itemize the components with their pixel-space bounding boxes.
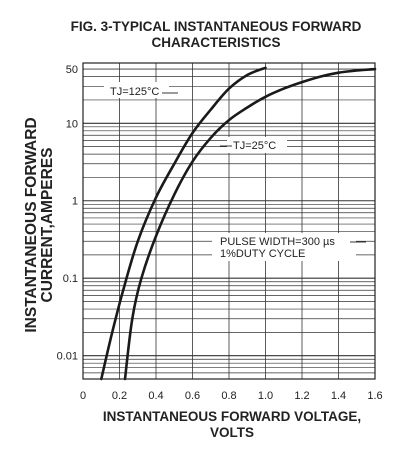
x-tick-label: 1.2: [294, 390, 309, 402]
x-tick-label: 0: [80, 390, 86, 402]
x-tick-label: 0.8: [221, 390, 236, 402]
curve-tj-125c: [100, 66, 267, 381]
y-tick-label: 10: [66, 118, 78, 130]
chart-title-line1: FIG. 3-TYPICAL INSTANTANEOUS FORWARD: [71, 19, 362, 34]
t25-label-bg: [227, 137, 287, 153]
pulse-width-note: PULSE WIDTH=300 µs: [220, 236, 335, 248]
plot-frame: [82, 62, 376, 380]
y-tick-label: 50: [66, 64, 78, 76]
x-axis-label-line1: INSTANTANEOUS FORWARD VOLTAGE,: [103, 409, 361, 424]
chart-title-line2: CHARACTERISTICS: [151, 35, 280, 50]
duty-cycle-note: 1%DUTY CYCLE: [220, 248, 305, 260]
plot-grid: [82, 62, 376, 380]
y-tick-label: 1: [72, 196, 78, 208]
x-tick-label: 1.4: [331, 390, 346, 402]
pulse-note-bg: [212, 233, 356, 261]
curve-tj-25c: [123, 67, 377, 381]
curves: [100, 66, 377, 381]
y-axis-label-line1: INSTANTANEOUS FORWARD: [23, 117, 40, 332]
x-tick-label: 1.6: [367, 390, 382, 402]
x-axis-label-line2: VOLTS: [210, 425, 254, 440]
y-tick-label: 0.1: [63, 273, 78, 285]
x-tick-label: 1.0: [258, 390, 273, 402]
x-tick-label: 0.4: [148, 390, 163, 402]
x-tick-label: 0.6: [185, 390, 200, 402]
y-tick-label: 0.01: [57, 351, 78, 363]
t125-label-bg: [104, 82, 169, 98]
t25-label: TJ=25°C: [233, 140, 276, 152]
x-tick-label: 0.2: [112, 390, 127, 402]
t125-label: TJ=125°C: [110, 86, 159, 98]
y-axis-label-line2: CURRENT,AMPERES: [39, 147, 56, 302]
axis-ticks: 0 0.2 0.4 0.6 0.8 1.0 1.2 1.4 1.6 50 10 1 0.1 0.01: [57, 64, 383, 402]
